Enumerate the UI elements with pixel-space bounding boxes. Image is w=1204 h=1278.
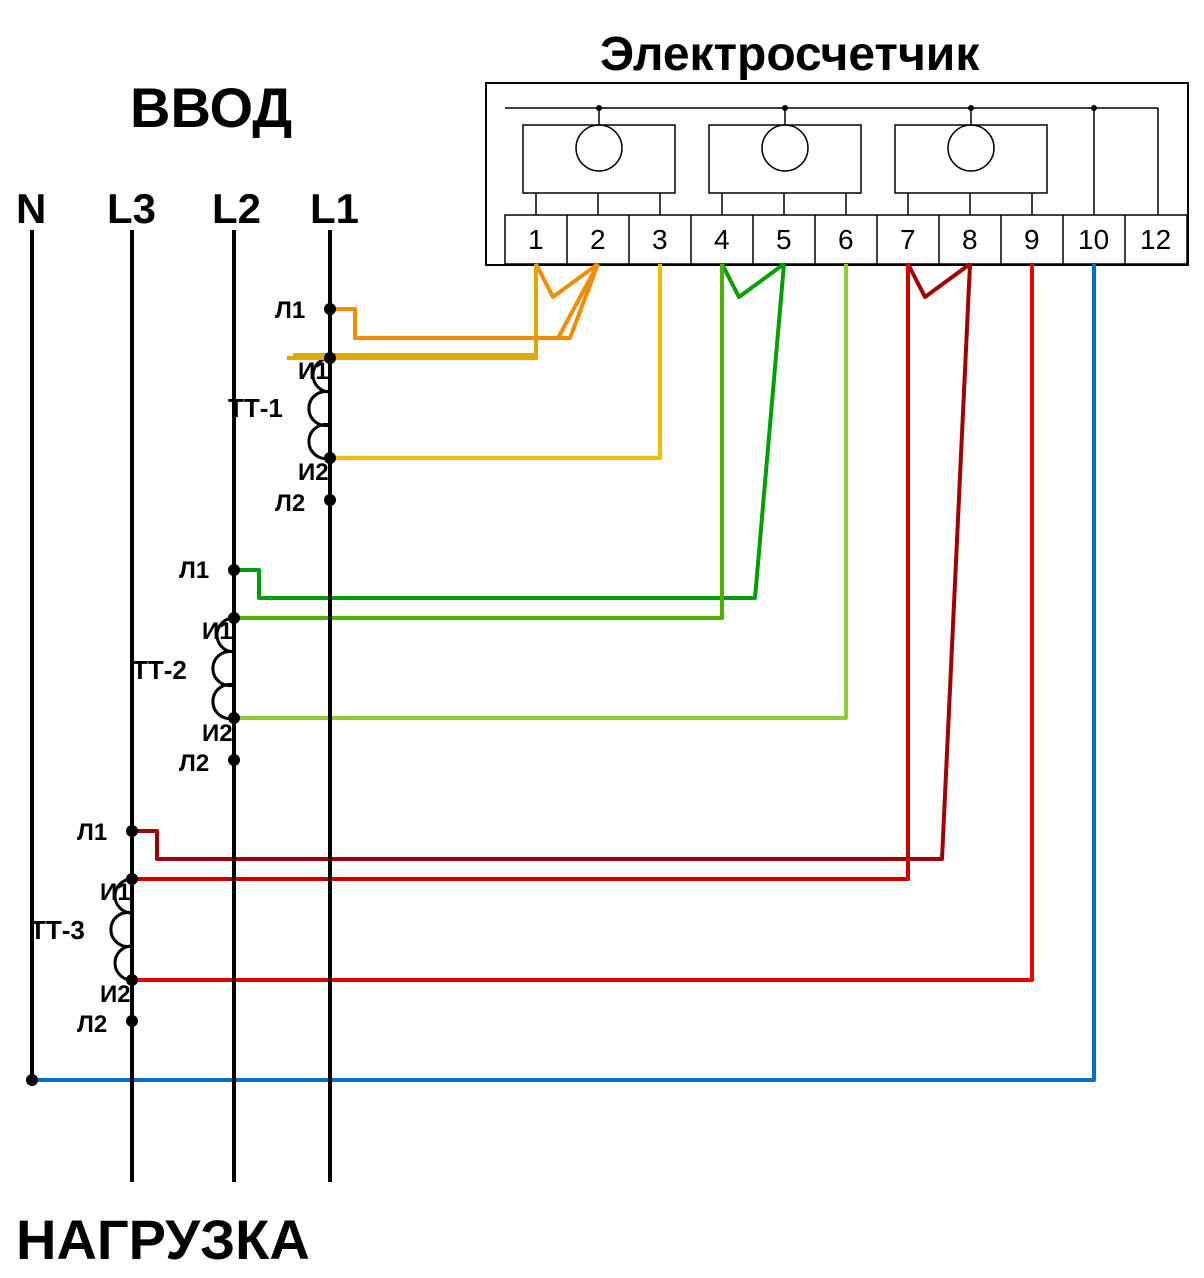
wire-l1-term2: [330, 264, 598, 338]
tt3-coil: [111, 879, 132, 980]
terminal-strip: [505, 215, 1187, 264]
wire-n-term10: [32, 264, 1094, 1080]
wire-tt3-i2-term9: [132, 264, 1032, 980]
meter-box: [486, 83, 1188, 265]
wiring-svg: [0, 0, 1204, 1278]
tt1-coil: [309, 358, 330, 459]
wire-l2-term5: [234, 264, 784, 598]
tt2-coil: [213, 618, 234, 719]
wire-tt2-i1-term4: [234, 264, 722, 618]
wire-tt1-i2-term3: [330, 264, 660, 458]
wire-tt2-i2-term6: [234, 264, 846, 718]
diagram-canvas: ВВОД N L3 L2 L1 Электросчетчик НАГРУЗКА …: [0, 0, 1204, 1278]
